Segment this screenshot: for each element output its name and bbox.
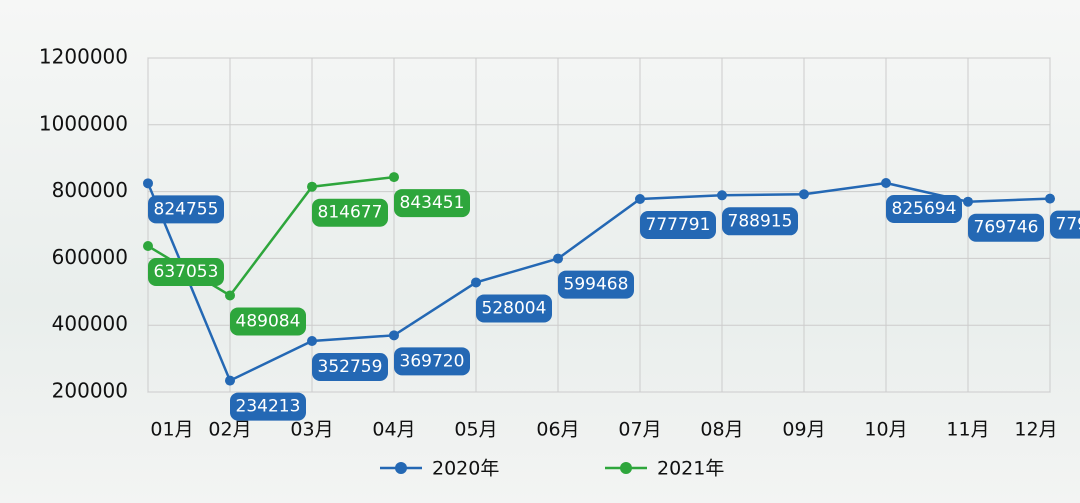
x-tick-label: 02月: [208, 419, 251, 441]
label-box: [394, 347, 470, 376]
y-tick-label: 200000: [52, 379, 128, 403]
label-box: [476, 294, 552, 323]
x-tick-label: 10月: [864, 419, 907, 441]
point: [717, 190, 727, 201]
x-tick-label: 11月: [946, 419, 989, 441]
label-box: [230, 392, 306, 421]
point: [799, 189, 809, 200]
label-box: [968, 213, 1044, 242]
data-label: 637053: [154, 262, 219, 282]
data-label: 352759: [318, 357, 383, 377]
label-box: [886, 195, 962, 224]
point: [963, 196, 973, 207]
x-tick-label: 01月: [150, 419, 193, 441]
label-box: [394, 189, 470, 218]
label-box: [312, 198, 388, 227]
data-label: 843451: [400, 193, 465, 213]
point: [143, 178, 153, 189]
data-label: 779039: [1056, 215, 1080, 235]
label-box: [148, 258, 224, 287]
x-tick-label: 03月: [290, 419, 333, 441]
point: [1045, 193, 1055, 204]
legend-label: 2020年: [432, 458, 499, 480]
label-box: [558, 270, 634, 299]
series-line: [146, 181, 1051, 383]
data-label: 599468: [564, 275, 629, 295]
data-label: 777791: [646, 215, 711, 235]
point: [471, 277, 481, 288]
point: [881, 178, 891, 189]
y-tick-label: 600000: [52, 245, 128, 269]
label-box: [148, 195, 224, 224]
data-label: 824755: [154, 199, 219, 219]
data-label: 769746: [974, 218, 1039, 238]
x-tick-label: 08月: [700, 419, 743, 441]
x-tick-label: 04月: [372, 419, 415, 441]
data-label: 528004: [482, 298, 547, 318]
point: [307, 181, 317, 192]
label-box: [312, 352, 388, 381]
data-label: 814677: [318, 203, 383, 223]
x-tick-label: 06月: [536, 419, 579, 441]
legend-label: 2021年: [657, 458, 724, 480]
point: [225, 375, 235, 386]
legend-marker: [620, 462, 632, 474]
data-label: 489084: [236, 311, 301, 331]
y-tick-label: 1200000: [39, 45, 128, 69]
point: [225, 290, 235, 301]
y-tick-label: 800000: [52, 178, 128, 202]
point: [553, 253, 563, 264]
x-tick-label: 09月: [782, 419, 825, 441]
data-label: 234213: [236, 397, 301, 417]
label-box: [722, 207, 798, 236]
legend-marker: [395, 462, 407, 474]
data-label: 825694: [892, 199, 957, 219]
y-tick-label: 400000: [52, 312, 128, 336]
label-box: [1050, 210, 1080, 239]
label-box: [230, 307, 306, 336]
data-label: 369720: [400, 351, 465, 371]
point: [143, 241, 153, 252]
y-tick-label: 1000000: [39, 111, 128, 135]
data-label: 788915: [728, 211, 793, 231]
x-tick-label: 07月: [618, 419, 661, 441]
label-box: [640, 211, 716, 240]
point: [389, 172, 399, 183]
point: [307, 335, 317, 346]
x-tick-label: 12月: [1014, 419, 1057, 441]
point: [389, 330, 399, 341]
x-tick-label: 05月: [454, 419, 497, 441]
point: [635, 194, 645, 205]
